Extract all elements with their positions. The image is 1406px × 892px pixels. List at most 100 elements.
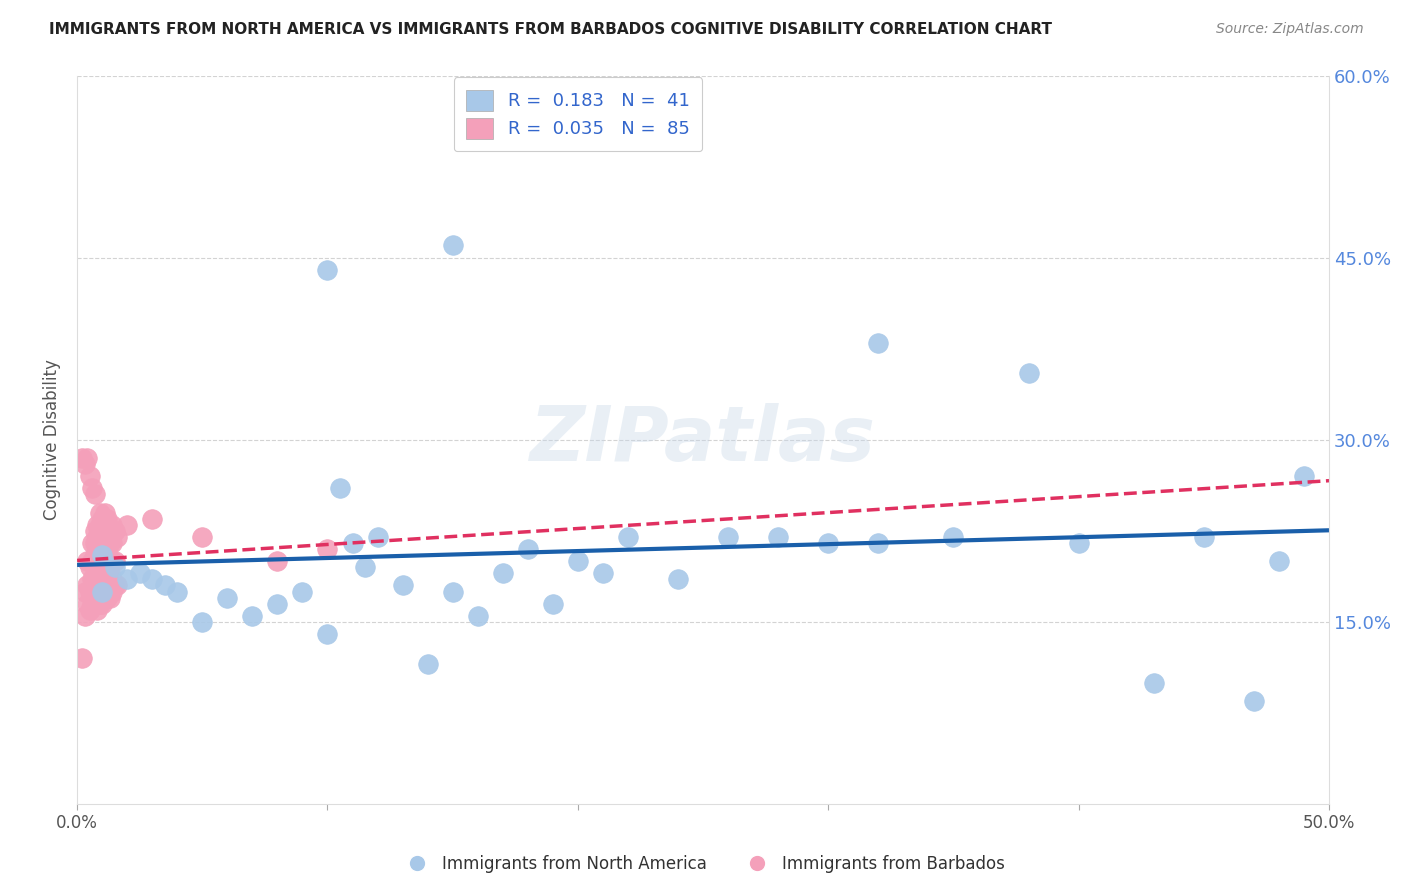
Point (83, 548, 105, 562)
Point (96, 566, 118, 581)
Point (316, 262, 339, 277)
Point (316, 541, 339, 556)
Point (86, 530, 108, 544)
Point (79, 584, 101, 599)
Point (666, 573, 689, 587)
Point (266, 597, 288, 611)
Point (467, 608, 489, 623)
Point (98, 536, 121, 550)
Point (83, 536, 105, 550)
Point (104, 554, 127, 568)
Point (91, 548, 114, 562)
Point (329, 481, 352, 495)
Point (91, 597, 114, 611)
Point (76, 578, 98, 592)
Point (617, 530, 640, 544)
Point (1018, 366, 1040, 380)
Point (91, 554, 114, 568)
Point (73, 584, 96, 599)
Point (89, 536, 111, 550)
Point (101, 517, 124, 532)
Point (93, 506, 115, 520)
Point (93, 541, 115, 556)
Legend: Immigrants from North America, Immigrants from Barbados: Immigrants from North America, Immigrant… (394, 848, 1012, 880)
Point (93, 517, 115, 532)
Point (98, 578, 121, 592)
Point (93, 554, 115, 568)
Point (82, 597, 104, 611)
Point (191, 530, 214, 544)
Point (1192, 530, 1215, 544)
Point (868, 335, 890, 350)
Point (86, 554, 108, 568)
Point (89, 573, 111, 587)
Point (942, 530, 965, 544)
Point (82, 554, 104, 568)
Point (1067, 536, 1090, 550)
Point (567, 554, 589, 568)
Point (83, 573, 105, 587)
Point (98, 554, 121, 568)
Point (115, 573, 138, 587)
Point (592, 566, 614, 581)
Point (73, 457, 96, 471)
Point (316, 627, 339, 641)
Point (91, 511, 114, 525)
Point (89, 548, 111, 562)
Point (91, 548, 114, 562)
Point (766, 530, 789, 544)
Point (101, 584, 124, 599)
Point (291, 584, 314, 599)
Point (93, 530, 115, 544)
Point (70, 450, 93, 465)
Point (76, 450, 98, 465)
Point (266, 554, 288, 568)
Point (93, 591, 115, 605)
Point (217, 591, 239, 605)
Point (82, 573, 104, 587)
Point (86, 578, 108, 592)
Point (240, 608, 263, 623)
Point (141, 573, 163, 587)
Point (93, 578, 115, 592)
Point (82, 584, 104, 599)
Point (93, 566, 115, 581)
Point (96, 541, 118, 556)
Point (96, 511, 118, 525)
Point (91, 536, 114, 550)
Point (76, 554, 98, 568)
Point (105, 578, 128, 592)
Point (83, 560, 105, 574)
Point (91, 524, 114, 538)
Point (516, 541, 538, 556)
Point (354, 560, 377, 574)
Point (492, 566, 515, 581)
Point (79, 469, 101, 483)
Point (98, 591, 121, 605)
Point (141, 511, 163, 525)
Point (76, 597, 98, 611)
Legend: R =  0.183   N =  41, R =  0.035   N =  85: R = 0.183 N = 41, R = 0.035 N = 85 (454, 78, 702, 152)
Point (86, 517, 108, 532)
Point (91, 541, 114, 556)
Point (86, 591, 108, 605)
Point (89, 506, 111, 520)
Point (441, 584, 464, 599)
Point (89, 597, 111, 611)
Point (96, 591, 118, 605)
Point (79, 560, 101, 574)
Point (89, 584, 111, 599)
Point (91, 584, 114, 599)
Point (367, 530, 389, 544)
Point (1268, 554, 1291, 568)
Point (191, 615, 214, 629)
Point (70, 651, 93, 665)
Point (83, 597, 105, 611)
Point (89, 530, 111, 544)
Point (101, 573, 124, 587)
Point (101, 554, 124, 568)
Text: ZIPatlas: ZIPatlas (530, 403, 876, 476)
Point (717, 530, 740, 544)
Point (115, 517, 138, 532)
Point (79, 603, 101, 617)
